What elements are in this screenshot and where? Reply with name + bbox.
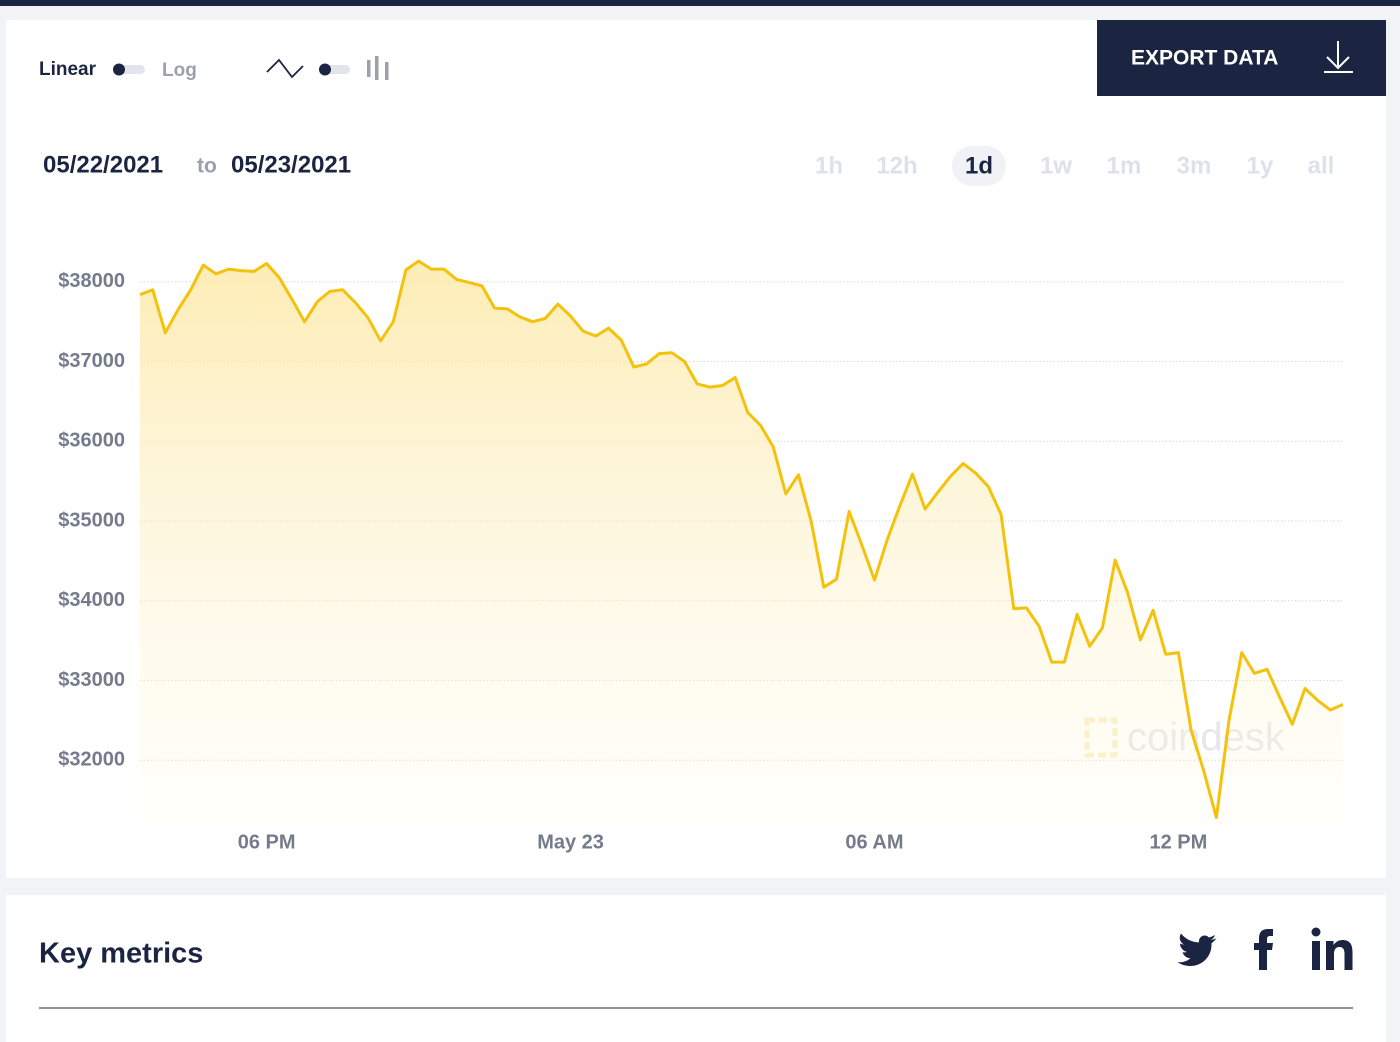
line-icon[interactable] <box>266 58 304 79</box>
date-to-word: to <box>197 155 217 178</box>
range-button[interactable]: 1d <box>965 152 993 179</box>
top-bar <box>0 0 1400 6</box>
x-tick-label: 06 AM <box>845 831 903 853</box>
x-tick-label: 06 PM <box>238 831 296 853</box>
date-from: 05/22/2021 <box>43 151 163 178</box>
x-tick-label: May 23 <box>537 831 604 853</box>
range-button[interactable]: 12h <box>876 152 917 179</box>
metrics-title: Key metrics <box>39 938 203 970</box>
y-tick-label: $32000 <box>58 748 125 770</box>
toggle-knob <box>319 63 331 76</box>
facebook-icon[interactable] <box>1254 929 1273 970</box>
log-label[interactable]: Log <box>162 60 197 81</box>
export-label[interactable]: EXPORT DATA <box>1131 47 1278 70</box>
date-to: 05/23/2021 <box>231 151 351 178</box>
bar-icon[interactable] <box>367 56 389 80</box>
range-button[interactable]: 3m <box>1177 152 1212 179</box>
linkedin-icon[interactable] <box>1311 927 1353 971</box>
linear-label[interactable]: Linear <box>39 59 97 80</box>
range-pill[interactable] <box>952 146 1006 186</box>
range-button[interactable]: 1h <box>815 152 843 179</box>
range-button[interactable]: 1m <box>1107 152 1142 179</box>
price-line <box>139 259 1344 820</box>
area <box>140 261 1343 825</box>
y-tick-label: $38000 <box>58 270 125 292</box>
range-button[interactable]: all <box>1308 152 1335 179</box>
x-tick-label: 12 PM <box>1149 831 1207 853</box>
twitter-icon[interactable] <box>1177 933 1218 966</box>
metrics-card <box>6 895 1386 1042</box>
y-tick-label: $33000 <box>58 669 125 691</box>
range-button[interactable]: 1y <box>1247 152 1274 179</box>
y-tick-label: $36000 <box>58 430 125 452</box>
toggle-knob <box>113 63 125 76</box>
y-tick-label: $35000 <box>58 509 125 531</box>
download-icon <box>1324 41 1353 73</box>
y-tick-label: $34000 <box>58 589 125 611</box>
y-tick-label: $37000 <box>58 350 125 372</box>
range-button[interactable]: 1w <box>1040 152 1072 179</box>
